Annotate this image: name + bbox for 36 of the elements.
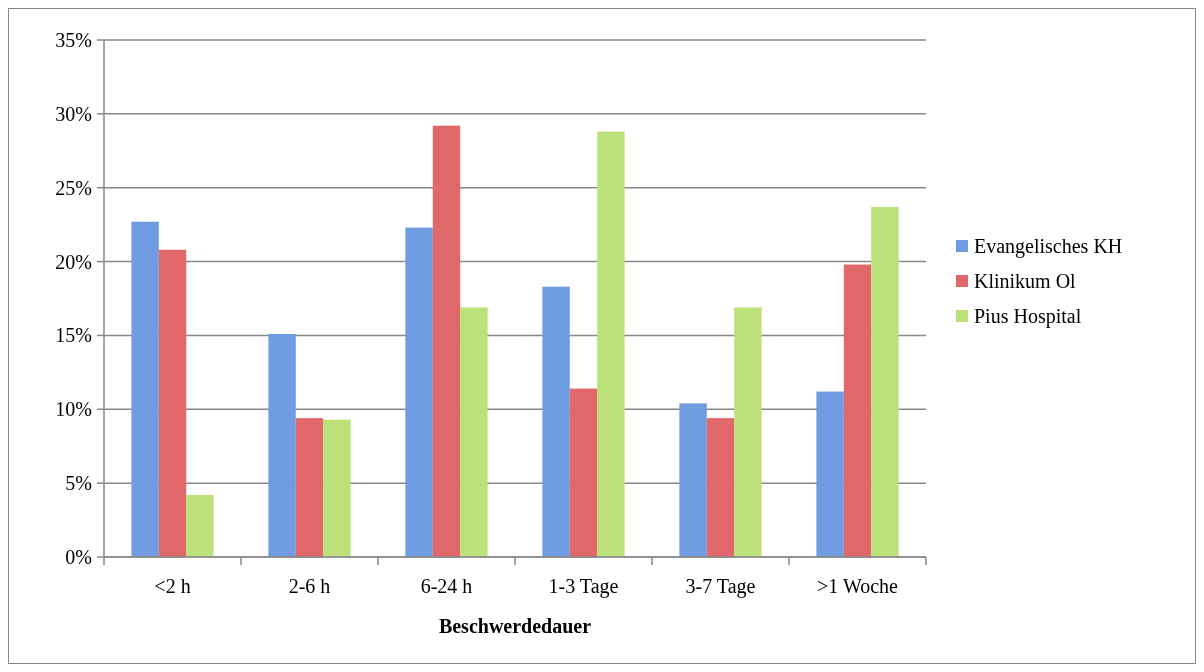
bar xyxy=(871,206,899,557)
y-tick-label: 15% xyxy=(55,324,92,347)
bar xyxy=(323,419,351,557)
x-tick-label: 1-3 Tage xyxy=(548,575,619,598)
y-tick-label: 20% xyxy=(55,250,92,273)
bar xyxy=(131,221,159,557)
bar xyxy=(295,418,324,557)
y-tick-label: 5% xyxy=(65,472,92,495)
y-tick-label: 25% xyxy=(55,176,92,199)
bar xyxy=(542,286,570,557)
x-tick-label: 2-6 h xyxy=(288,575,331,597)
x-axis-title: Beschwerdedauer xyxy=(438,615,592,637)
legend-label: Evangelisches KH xyxy=(974,235,1123,258)
x-tick-label: <2 h xyxy=(154,575,191,597)
x-tick-label: 3-7 Tage xyxy=(685,575,756,598)
legend-label: Klinikum Ol xyxy=(974,270,1077,292)
bar xyxy=(816,391,844,557)
bar xyxy=(186,494,214,557)
bar xyxy=(460,307,488,557)
bar xyxy=(432,125,461,557)
bar xyxy=(597,131,625,557)
y-tick-label: 35% xyxy=(55,29,92,51)
bar xyxy=(734,307,762,557)
bar xyxy=(679,403,707,557)
bar xyxy=(843,264,872,557)
bar xyxy=(158,249,187,557)
bar xyxy=(268,333,296,557)
bar xyxy=(706,418,735,557)
y-tick-label: 10% xyxy=(55,398,92,421)
bar xyxy=(405,227,433,557)
y-tick-label: 30% xyxy=(55,102,92,125)
x-tick-label: >1 Woche xyxy=(817,575,899,597)
y-tick-label: 0% xyxy=(65,546,92,568)
legend-label: Pius Hospital xyxy=(974,305,1082,328)
bar xyxy=(569,388,598,557)
x-tick-label: 6-24 h xyxy=(420,575,473,597)
